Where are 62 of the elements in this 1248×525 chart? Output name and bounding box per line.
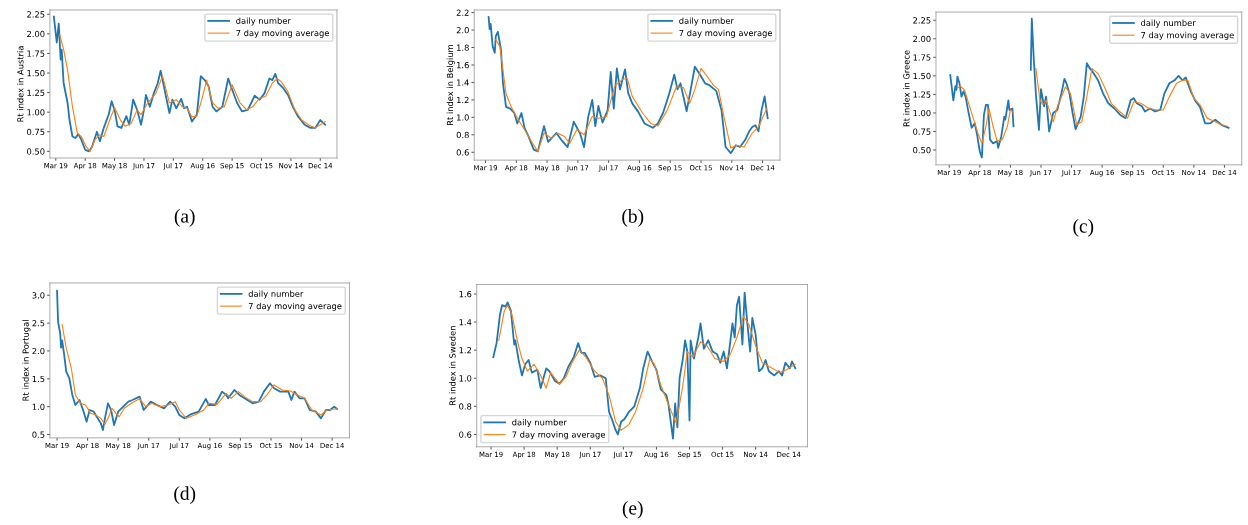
line-series [52,15,327,153]
y-tick-label: 1.2 [457,96,469,104]
y-tick-label: 2.25 [27,11,45,18]
text: (e) [622,500,643,519]
y-axis-title: Rt index in Greece [903,50,910,127]
y-tick-label: 1.5 [32,375,45,383]
legend-label: daily number [679,17,734,26]
y-tick-label: 1.00 [27,109,45,116]
y-tick-label: 2.25 [913,17,931,24]
legend-label: daily number [1140,19,1196,28]
legend-label: 7 day moving average [1141,31,1234,40]
text: (b) [622,209,644,227]
y-tick-label: 0.6 [459,431,472,438]
legend-label: 7 day moving average [248,302,342,311]
y-tick-label: 1.4 [459,319,472,326]
y-tick-label: 0.50 [27,148,45,155]
y-tick-label: 0.5 [32,431,45,438]
line-series [61,324,338,426]
y-tick-label: 0.6 [456,149,469,156]
legend-label: daily number [236,17,291,26]
text: (c) [1073,219,1094,237]
y-tick-label: 1.4 [457,79,469,86]
y-tick-label: 1.0 [459,375,472,382]
y-axis-title: Rt index in Belgium [446,44,455,126]
legend-label: 7 day moving average [679,29,773,38]
y-tick-label: 1.8 [457,44,469,51]
y-tick-label: 2.5 [32,320,45,327]
y-tick-label: 1.25 [913,91,931,98]
y-tick-label: 3.0 [32,292,45,299]
y-tick-label: 1.6 [459,290,472,298]
y-tick-label: 0.75 [913,128,931,135]
line-series [498,304,796,431]
y-tick-label: 0.50 [913,147,931,154]
y-tick-label: 1.0 [457,114,469,121]
y-tick-label: 0.8 [456,131,469,139]
legend-label: daily number [248,290,304,299]
y-tick-label: 2.00 [27,30,45,38]
y-tick-label: 2.0 [456,27,469,34]
line-series [492,291,797,440]
y-tick-label: 0.8 [459,403,472,410]
y-tick-label: 1.50 [913,72,931,80]
y-tick-label: 2.0 [32,347,45,355]
y-tick-label: 1.0 [32,403,45,410]
y-tick-label: 1.50 [27,70,45,77]
line-series [495,39,768,152]
legend-label: 7 day moving average [236,29,330,38]
y-tick-label: 1.00 [913,109,931,117]
y-tick-label: 1.75 [913,54,931,61]
y-axis-title: Rt index in Sweden [449,326,456,406]
y-axis-title: Rt index in Portugal [22,320,31,401]
y-tick-label: 1.75 [27,50,45,57]
text: (d) [174,486,196,504]
y-tick-label: 1.6 [457,61,469,69]
y-tick-label: 1.2 [459,347,472,354]
legend-label: 7 day moving average [512,431,606,440]
text: (a) [174,209,195,227]
y-tick-label: 2.00 [913,35,931,43]
y-tick-label: 0.75 [27,128,45,136]
legend-label: daily number [512,418,567,428]
y-tick-label: 2.2 [456,9,469,16]
y-tick-label: 1.25 [27,89,45,96]
y-axis-title: Rt index in Austria [17,46,24,122]
